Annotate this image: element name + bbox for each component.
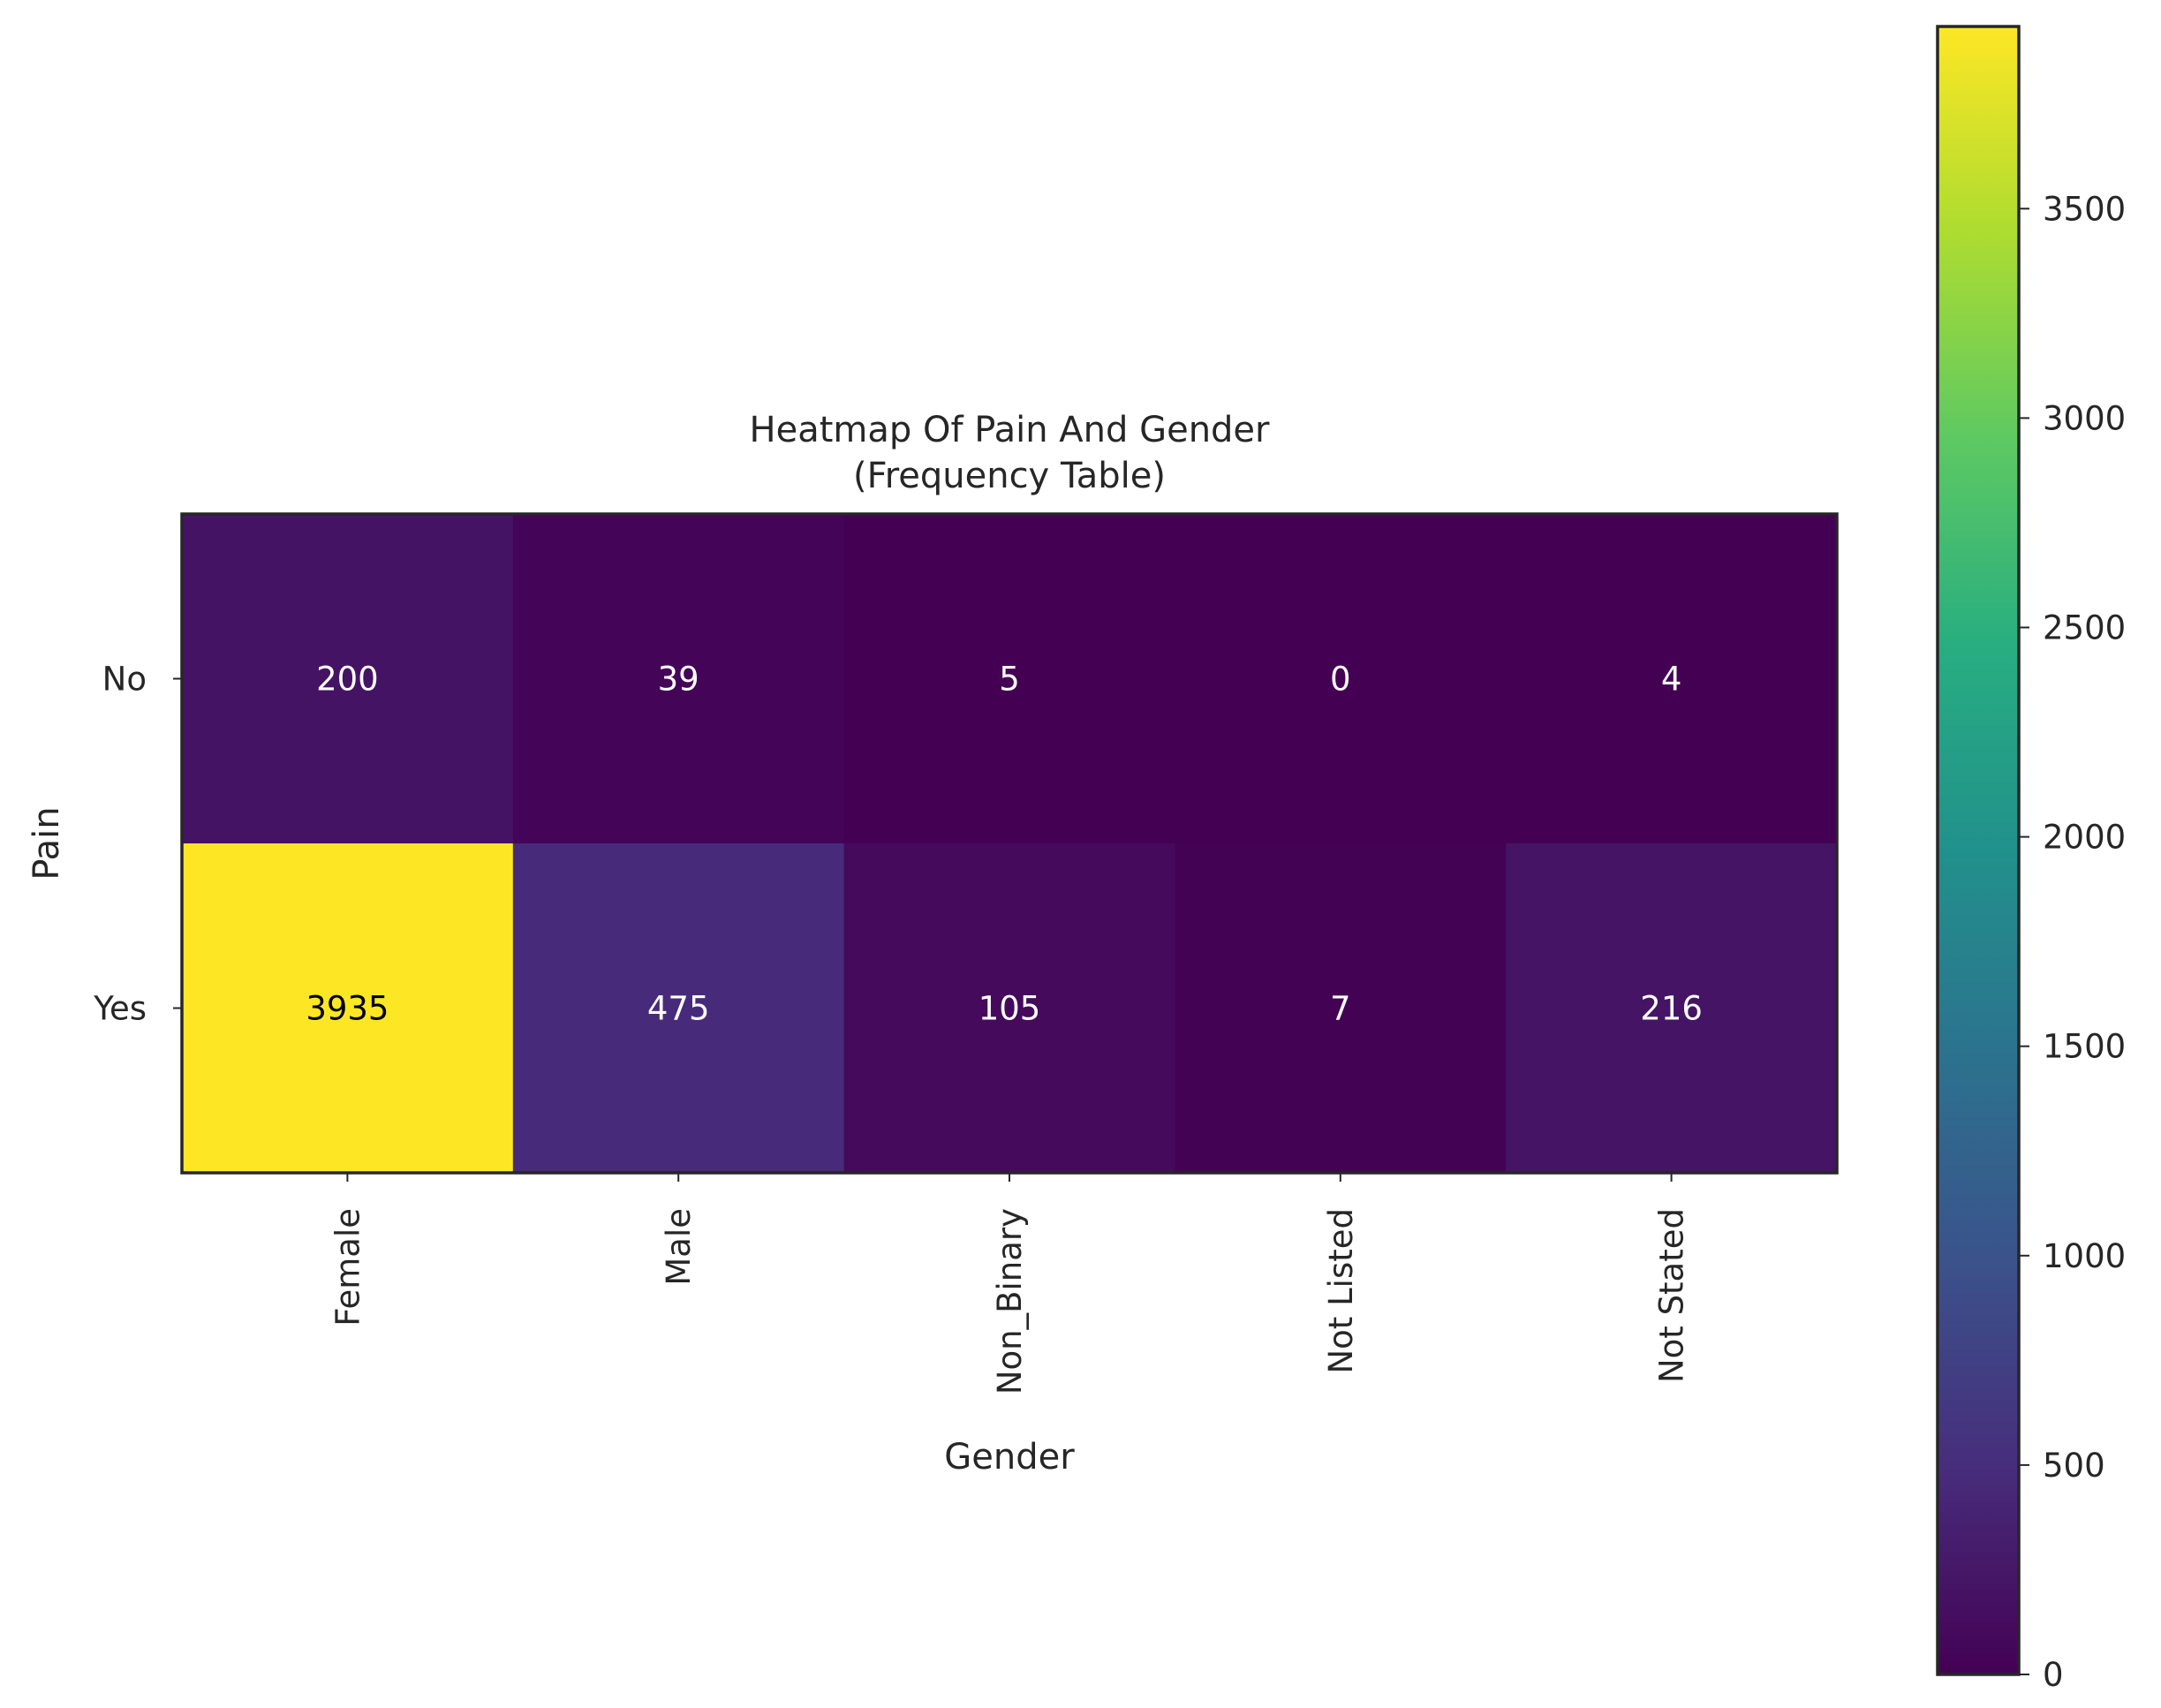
- cell-value-label: 5: [999, 661, 1020, 699]
- heatmap-cell: [843, 514, 1175, 844]
- cell-annotations: 200 39 5 0 4 3935 475 105 7 216: [306, 661, 1703, 1028]
- x-tick-label: Non_Binary: [991, 1208, 1029, 1394]
- cell-value-label: 0: [1330, 661, 1351, 699]
- heatmap-cell: [182, 843, 514, 1174]
- heatmap-cell: [1506, 843, 1838, 1174]
- y-axis-ticks: No Yes: [93, 661, 182, 1028]
- y-tick-label: No: [102, 661, 147, 699]
- cell-value-label: 7: [1330, 990, 1351, 1028]
- y-axis-label: Pain: [26, 806, 67, 880]
- cell-value-label: 4: [1661, 661, 1682, 699]
- y-tick-label: Yes: [93, 990, 147, 1028]
- cell-value-label: 105: [978, 990, 1041, 1028]
- heatmap-cell: [1175, 514, 1507, 844]
- colorbar: [1938, 26, 2019, 1674]
- heatmap-cells: [182, 514, 1838, 1174]
- colorbar-tick-label: 0: [2043, 1656, 2064, 1694]
- heatmap-cell: [512, 843, 845, 1174]
- heatmap-cell: [1506, 514, 1838, 844]
- heatmap-cell: [843, 843, 1175, 1174]
- plot-frame: [180, 512, 1839, 1175]
- cell-value-label: 216: [1640, 990, 1703, 1028]
- heatmap-cell: [512, 514, 845, 844]
- x-tick-label: Female: [329, 1208, 366, 1326]
- x-axis-label: Gender: [944, 1437, 1075, 1477]
- colorbar-tick-label: 3500: [2043, 190, 2126, 228]
- colorbar-tick-label: 2500: [2043, 608, 2126, 646]
- colorbar-tick-label: 1000: [2043, 1237, 2126, 1275]
- chart-subtitle: (Frequency Table): [853, 456, 1166, 496]
- x-axis-ticks: Female Male Non_Binary Not Listed Not Stated: [329, 1173, 1691, 1394]
- colorbar-tick-label: 3000: [2043, 399, 2126, 437]
- colorbar-ticks: 0 500 1000 1500 2000 2500 3000 3500: [2019, 190, 2126, 1694]
- x-tick-label: Male: [660, 1208, 698, 1286]
- colorbar-tick-label: 2000: [2043, 819, 2126, 857]
- heatmap-cell: [182, 514, 514, 844]
- cell-value-label: 39: [658, 661, 699, 699]
- heatmap-cell: [1175, 843, 1507, 1174]
- x-tick-label: Not Stated: [1653, 1208, 1691, 1383]
- colorbar-frame: [1936, 25, 2021, 1676]
- cell-value-label: 3935: [306, 990, 389, 1028]
- cell-value-label: 200: [316, 661, 379, 699]
- x-tick-label: Not Listed: [1322, 1208, 1360, 1374]
- colorbar-tick-label: 500: [2043, 1447, 2105, 1485]
- cell-value-label: 475: [647, 990, 710, 1028]
- colorbar-tick-label: 1500: [2043, 1028, 2126, 1066]
- chart-title: Heatmap Of Pain And Gender: [750, 410, 1271, 450]
